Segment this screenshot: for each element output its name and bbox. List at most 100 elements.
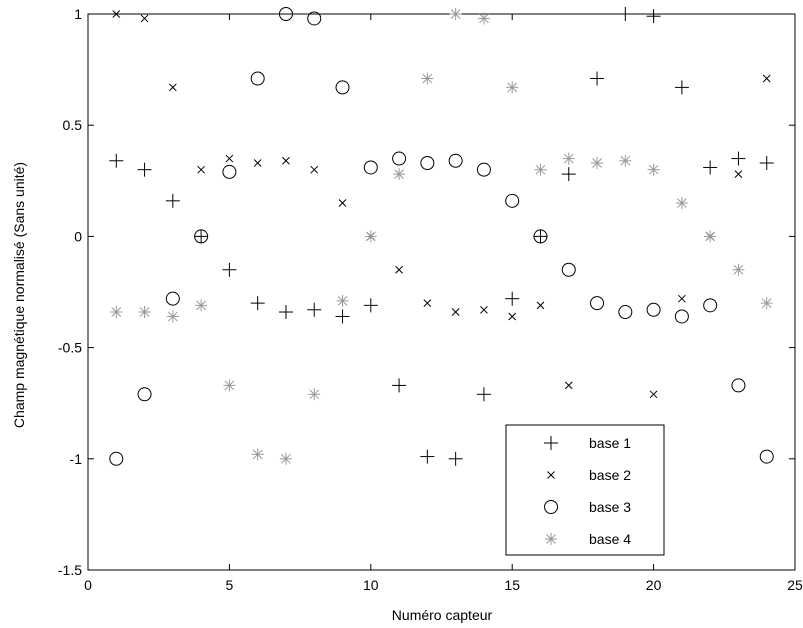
data-point: [222, 164, 237, 179]
data-point: [619, 154, 632, 167]
data-point: [476, 387, 491, 402]
x-tick-label: 0: [84, 577, 92, 593]
data-point: [165, 193, 180, 208]
data-point: [759, 449, 774, 464]
data-point: [137, 387, 152, 402]
data-point: [647, 163, 660, 176]
data-point: [109, 153, 124, 168]
data-point: [338, 199, 347, 207]
x-axis-ticks: 0 5 10 15 20 25: [84, 14, 803, 593]
data-point: [536, 301, 545, 310]
y-tick-label: 0.5: [63, 117, 83, 133]
data-point: [392, 151, 407, 166]
data-point: [278, 7, 293, 21]
y-axis-label: Champ magnétique normalisé (Sans unité): [11, 162, 27, 428]
data-point: [194, 229, 209, 244]
data-point: [393, 168, 406, 181]
data-point: [364, 230, 377, 243]
data-point: [760, 297, 773, 310]
data-point: [618, 305, 633, 320]
legend-marker: [545, 533, 557, 545]
data-point: [646, 302, 661, 317]
data-point: [223, 379, 236, 392]
data-point: [307, 11, 322, 26]
data-point: [646, 9, 661, 24]
x-tick-label: 20: [646, 577, 662, 593]
y-tick-label: -0.5: [58, 340, 82, 356]
legend-box: [505, 424, 665, 556]
data-point: [395, 265, 403, 274]
data-point: [166, 310, 179, 323]
data-point: [109, 451, 124, 466]
data-point: [363, 298, 378, 313]
legend-label: base 4: [589, 531, 631, 547]
data-point: [448, 153, 463, 168]
data-point: [363, 160, 378, 175]
data-point: [194, 229, 209, 244]
data-point: [310, 165, 319, 174]
legend-label: base 3: [589, 499, 631, 515]
data-point: [533, 229, 548, 244]
series-base-1: [109, 7, 774, 466]
legend-marker: [547, 471, 555, 479]
data-point: [423, 299, 432, 307]
data-point: [564, 381, 573, 390]
data-point: [420, 156, 435, 171]
series-base-2: [112, 10, 771, 399]
data-point: [731, 151, 746, 166]
data-point: [533, 229, 548, 244]
data-point: [704, 230, 717, 243]
data-point: [508, 312, 517, 321]
legend-marker: [544, 500, 558, 514]
data-point: [420, 449, 435, 464]
data-point: [137, 162, 152, 177]
data-point: [307, 302, 322, 317]
data-point: [197, 165, 205, 174]
data-point: [674, 309, 689, 324]
data-point: [732, 263, 745, 276]
data-point: [140, 14, 149, 23]
series-base-4: [110, 8, 773, 465]
data-point: [506, 81, 519, 94]
data-point: [674, 80, 689, 95]
data-point: [534, 163, 547, 176]
data-point: [476, 162, 491, 177]
legend-label: base 2: [589, 467, 631, 483]
data-point: [675, 197, 688, 210]
data-point: [253, 159, 262, 167]
data-point: [335, 80, 350, 95]
data-point: [734, 170, 743, 178]
data-point: [590, 296, 605, 311]
data-point: [279, 452, 292, 465]
data-point: [251, 448, 264, 461]
y-axis-ticks: -1.5 -1 -0.5 0 0.5 1: [58, 6, 795, 578]
data-point: [165, 291, 180, 306]
data-point: [449, 8, 462, 20]
x-tick-label: 5: [226, 577, 234, 593]
data-point: [451, 308, 460, 316]
data-point: [703, 160, 718, 175]
data-point: [505, 193, 520, 208]
data-point: [590, 71, 605, 86]
y-tick-label: 0: [74, 228, 82, 244]
data-point: [222, 262, 237, 277]
data-point: [762, 74, 771, 83]
data-point: [678, 294, 686, 303]
data-point: [225, 154, 234, 163]
data-point: [336, 294, 349, 307]
x-tick-label: 25: [787, 577, 803, 593]
data-point: [392, 378, 407, 393]
data-point: [110, 306, 123, 319]
plot-border: [87, 13, 796, 571]
y-tick-label: -1: [70, 451, 83, 467]
series-base-3: [109, 7, 774, 466]
data-point: [112, 10, 121, 18]
data-marks: [109, 7, 774, 466]
data-point: [561, 262, 576, 277]
data-point: [421, 72, 434, 85]
x-tick-label: 15: [504, 577, 520, 593]
data-point: [477, 12, 490, 25]
data-point: [138, 306, 151, 319]
data-point: [448, 451, 463, 466]
